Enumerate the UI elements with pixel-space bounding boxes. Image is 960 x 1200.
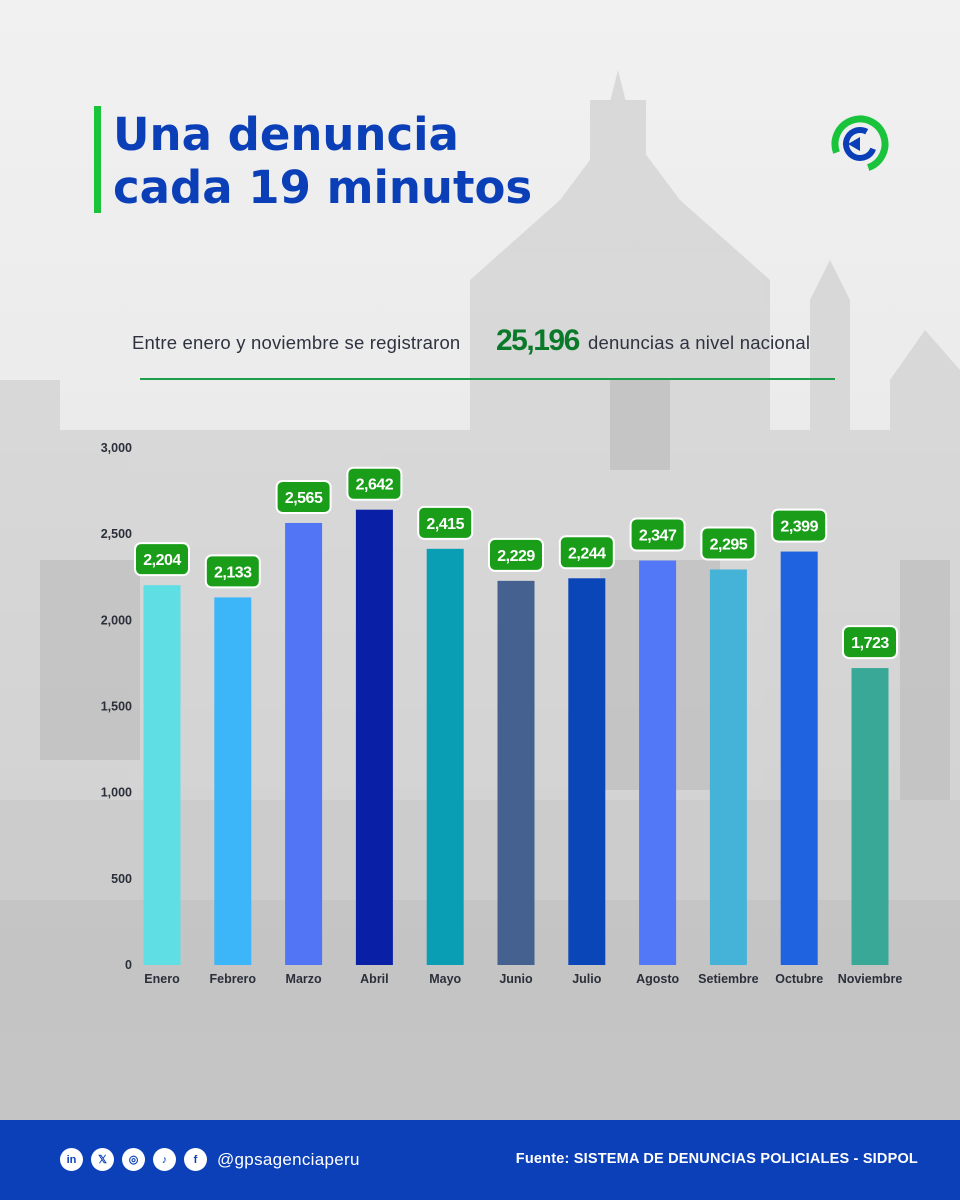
data-label: 2,642	[356, 477, 394, 494]
bar-chart: 3,000 2,500 2,000 1,500 1,000 500 0 2,204 2,133…	[101, 441, 903, 986]
data-label-box	[346, 466, 403, 501]
data-label: 2,347	[639, 528, 677, 545]
y-tick-label: 3,000	[101, 441, 132, 455]
subtitle-total: 25,196	[496, 324, 580, 357]
title-line-2: cada 19 minutos	[113, 161, 533, 214]
data-label-box	[204, 554, 261, 589]
x-tick-label: Febrero	[210, 972, 257, 986]
x-tick-label: Junio	[499, 972, 533, 986]
data-label-box	[771, 508, 828, 543]
y-tick-label: 1,000	[101, 786, 132, 800]
bar-abril	[355, 509, 393, 965]
data-label-box	[417, 505, 474, 540]
source-credit: Fuente: SISTEMA DE DENUNCIAS POLICIALES …	[515, 1151, 918, 1167]
data-labels: 2,204 2,133 2,565 2,642 2,415 2,229 2,244 2,347…	[134, 466, 898, 660]
x-tick-label: Noviembre	[838, 972, 903, 986]
subtitle-divider	[140, 378, 835, 380]
x-tick-label: Agosto	[636, 972, 679, 986]
page-title: Una denuncia cada 19 minutos	[113, 108, 713, 214]
data-label: 2,229	[497, 548, 535, 565]
footer: in 𝕏 ◎ ♪ f @gpsagenciaperu Fuente: SISTE…	[0, 1120, 960, 1200]
data-label: 2,565	[285, 490, 323, 507]
data-label-box	[558, 535, 615, 570]
y-axis: 3,000 2,500 2,000 1,500 1,000 500 0	[101, 441, 132, 972]
bar-junio	[497, 580, 535, 965]
bar-agosto	[639, 560, 677, 965]
y-tick-label: 2,000	[101, 613, 132, 627]
subtitle-after: denuncias a nivel nacional	[588, 332, 811, 353]
linkedin-icon[interactable]: in	[60, 1148, 83, 1171]
data-label-box	[275, 479, 332, 514]
y-tick-label: 2,500	[101, 527, 132, 541]
y-tick-label: 0	[125, 958, 132, 972]
x-tick-label: Julio	[572, 972, 602, 986]
x-tick-label: Abril	[360, 972, 388, 986]
instagram-icon[interactable]: ◎	[122, 1148, 145, 1171]
bar-noviembre	[851, 668, 889, 965]
subtitle: Entre enero y noviembre se registraron 2…	[132, 322, 852, 366]
x-tick-label: Octubre	[775, 972, 823, 986]
y-tick-label: 1,500	[101, 700, 132, 714]
data-label-box	[488, 537, 544, 572]
subtitle-before: Entre enero y noviembre se registraron	[132, 332, 461, 353]
data-label: 2,295	[710, 536, 748, 553]
x-icon[interactable]: 𝕏	[91, 1148, 114, 1171]
data-label-box	[700, 526, 757, 561]
x-tick-label: Setiembre	[698, 972, 758, 986]
bar-julio	[568, 578, 606, 965]
data-label: 1,723	[851, 635, 889, 652]
title-line-1: Una denuncia	[113, 108, 459, 161]
bar-setiembre	[709, 569, 747, 965]
social-handle[interactable]: @gpsagenciaperu	[217, 1149, 360, 1169]
data-label: 2,204	[143, 552, 181, 569]
facebook-icon[interactable]: f	[184, 1148, 207, 1171]
bar-mayo	[426, 548, 464, 965]
x-axis: Enero Febrero Marzo Abril Mayo Junio Julio Agos…	[144, 972, 902, 986]
title-accent-bar	[94, 106, 101, 213]
bar-enero	[143, 585, 181, 965]
y-tick-label: 500	[111, 872, 132, 886]
bar-febrero	[214, 597, 252, 965]
data-label: 2,399	[780, 519, 818, 536]
data-label: 2,244	[568, 545, 606, 562]
bar-octubre	[780, 551, 818, 965]
x-tick-label: Mayo	[429, 972, 461, 986]
data-label: 2,133	[214, 564, 252, 581]
bar-marzo	[285, 522, 323, 965]
gps-agency-logo-icon	[831, 115, 889, 173]
data-label-box	[134, 542, 190, 577]
data-label: 2,415	[426, 516, 464, 533]
data-label-box	[842, 625, 898, 660]
x-tick-label: Marzo	[286, 972, 322, 986]
bars	[143, 509, 889, 965]
social-links: in 𝕏 ◎ ♪ f @gpsagenciaperu	[60, 1148, 360, 1171]
tiktok-icon[interactable]: ♪	[153, 1148, 176, 1171]
x-tick-label: Enero	[144, 972, 180, 986]
data-label-box	[629, 517, 686, 552]
